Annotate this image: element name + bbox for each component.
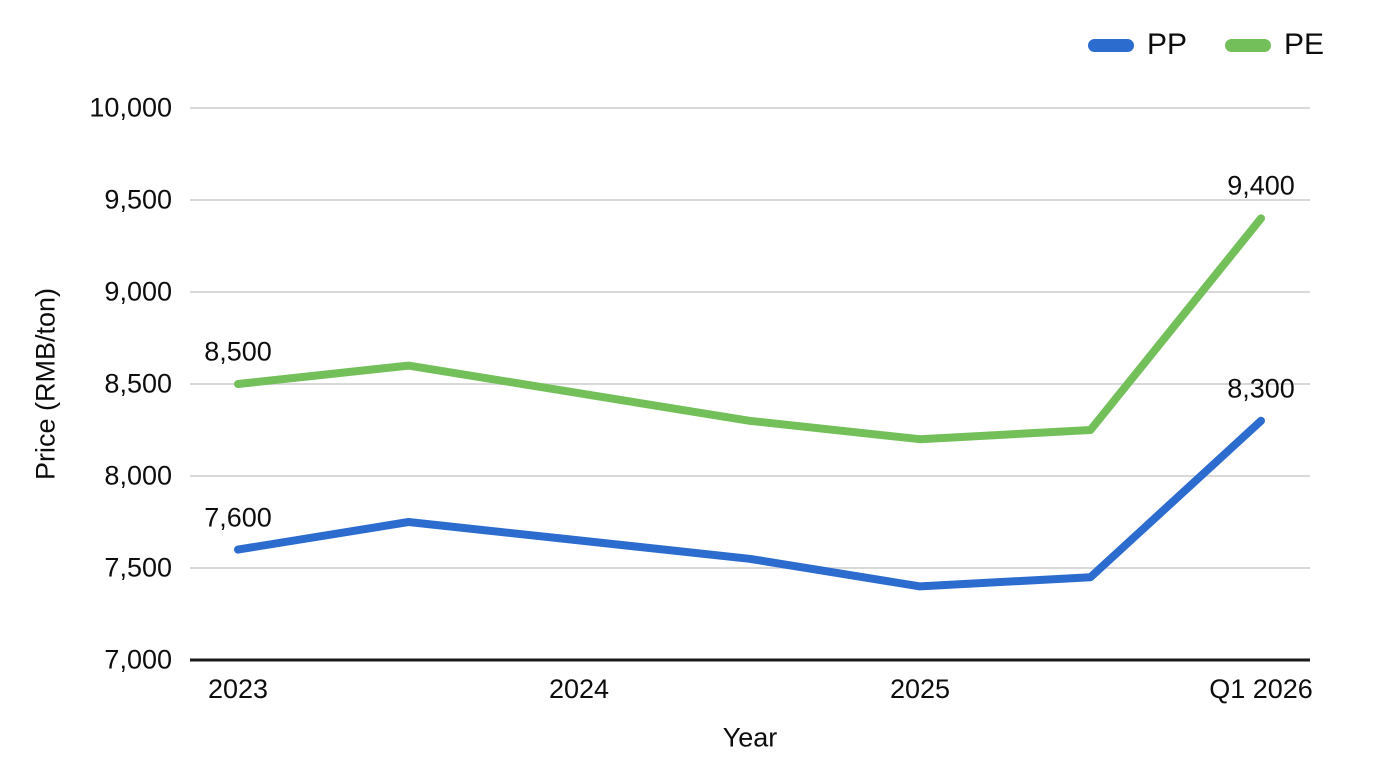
series-line-pp	[234, 416, 1265, 591]
y-tick-label: 9,500	[104, 184, 172, 215]
y-tick-label: 10,000	[89, 92, 172, 123]
x-tick-label: 2024	[548, 674, 610, 704]
legend-item-pe: PE	[1224, 28, 1324, 61]
x-tick-label: Q1 2026	[1209, 674, 1313, 704]
point-label-pe: 8,500	[204, 336, 272, 367]
y-tick-label: 8,500	[104, 368, 172, 399]
y-tick-label: 9,000	[104, 276, 172, 307]
legend-label: PP	[1146, 28, 1187, 61]
legend-item-pp: PP	[1087, 28, 1187, 61]
x-tick-label: 2025	[889, 674, 951, 704]
point-label-pe: 9,400	[1227, 170, 1295, 201]
legend-swatch-icon	[1087, 38, 1134, 52]
point-label-pp: 7,600	[204, 502, 272, 533]
y-tick-label: 7,000	[104, 644, 172, 675]
legend: PP PE	[1087, 28, 1324, 61]
x-tick-label: 2023	[207, 674, 269, 704]
legend-label: PE	[1283, 28, 1324, 61]
y-tick-label: 7,500	[104, 552, 172, 583]
y-tick-label: 8,000	[104, 460, 172, 491]
series-line-pe	[234, 214, 1265, 444]
point-label-pp: 8,300	[1227, 373, 1295, 404]
x-axis-title: Year	[722, 722, 778, 753]
legend-swatch-icon	[1224, 38, 1271, 52]
